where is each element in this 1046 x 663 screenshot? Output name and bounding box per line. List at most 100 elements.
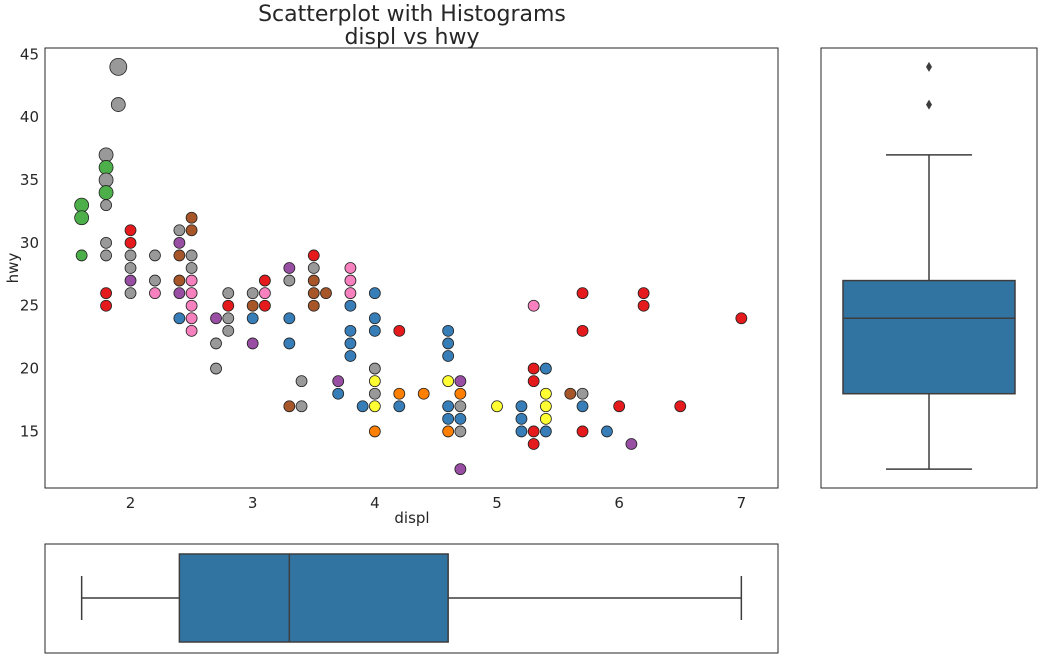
chart-title: Scatterplot with Histograms [258,2,566,27]
chart-subtitle: displ vs hwy [344,25,479,50]
scatter-point [539,425,552,438]
scatter-point [124,262,137,274]
scatter-point [222,324,235,337]
scatter-point [124,274,137,287]
scatter-point [246,312,259,325]
scatter-point [601,425,613,438]
scatter-point [74,197,90,213]
scatter-point [393,324,406,337]
scatter-point [100,249,112,262]
scatter-point [210,312,222,325]
scatter-point [258,287,271,300]
scatter-point [149,274,161,287]
scatter-point [283,337,296,350]
scatter-point [576,387,589,400]
x-tick-label: 5 [492,494,502,512]
scatter-point [454,400,467,413]
scatter-point [185,211,198,224]
scatter-point [332,387,345,400]
scatter-points [74,57,748,476]
scatter-point [368,362,381,375]
scatter-point [442,324,455,337]
y-tick-label: 30 [20,234,39,252]
scatter-point [173,236,186,249]
x-tick-label: 7 [737,494,747,512]
scatter-point [393,387,406,400]
scatter-point [100,287,112,300]
scatter-point [491,400,503,413]
scatter-point [735,312,748,325]
scatter-point [527,375,540,388]
scatter-point [344,262,357,274]
scatter-point [368,287,381,300]
scatter-point [74,210,90,226]
scatter-point [283,262,296,274]
scatter-point [613,400,626,413]
scatter-point [258,274,271,287]
scatter-point [539,400,552,413]
scatter-point [527,438,540,450]
scatter-point [173,224,186,237]
hwy-outlier [926,61,932,72]
scatter-point [368,387,381,400]
scatter-point [576,400,589,413]
scatter-point [442,350,455,362]
scatter-point [149,249,161,262]
scatter-point [100,299,112,312]
scatter-point [344,287,357,300]
scatter-point [210,337,222,350]
scatter-point [75,249,88,262]
scatter-point [295,400,308,413]
scatter-point [515,412,528,425]
scatter-point [98,172,114,188]
scatter-point [442,412,455,425]
scatter-point [283,312,296,325]
scatter-point [185,312,198,325]
scatter-point [185,324,198,337]
displ-boxplot [44,543,779,654]
scatter-point [246,299,259,312]
scatter-point [246,337,259,350]
scatter-point [515,425,528,438]
scatter-point [527,299,540,312]
scatter-point [344,299,357,312]
scatter-point [307,262,320,274]
scatter-point [173,274,186,287]
scatter-point [185,274,198,287]
y-tick-label: 35 [20,171,39,189]
scatter-point [368,324,381,337]
y-tick-label: 40 [20,108,39,126]
y-axis-label: hwy [4,253,22,284]
scatter-point [454,387,467,400]
scatter-point [109,57,128,76]
scatter-point [564,387,577,400]
scatter-point [539,412,552,425]
scatter-point [527,362,540,375]
x-axis-label: displ [394,509,429,527]
x-tick-label: 6 [614,494,624,512]
scatter-point [515,400,528,413]
scatter-point [368,375,381,388]
y-tick-label: 15 [20,422,39,440]
scatter-point [344,274,357,287]
scatter-point [368,425,381,438]
scatter-point [295,375,308,388]
x-tick-label: 2 [126,494,136,512]
scatter-point [185,262,198,274]
scatter-point [222,299,235,312]
scatter-point [100,199,112,212]
scatter-point [442,400,455,413]
scatter-point [344,324,357,337]
scatter-point [368,400,381,413]
scatter-point [307,249,320,262]
scatter-point [307,299,320,312]
hwy-boxplot [820,47,1038,489]
hwy-boxplot-marks [842,61,1016,470]
scatter-point [283,274,296,287]
scatter-point [222,312,235,325]
y-ticks: 15 20 25 30 35 40 45 [20,45,39,440]
y-tick-label: 20 [20,360,39,378]
scatter-point [124,249,137,262]
x-tick-label: 3 [248,494,258,512]
